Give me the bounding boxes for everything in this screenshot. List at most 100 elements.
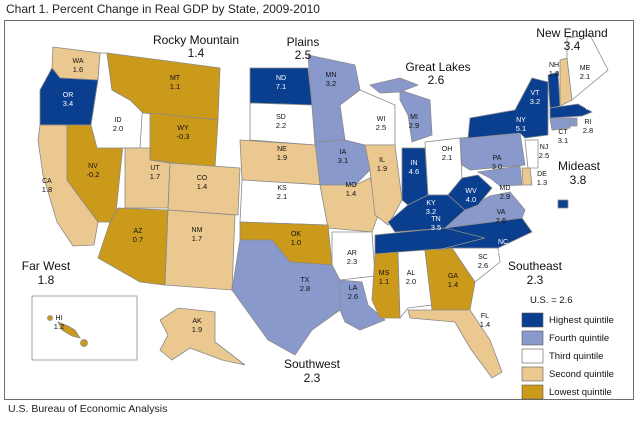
legend-label-second: Second quintile [549,369,614,380]
state-MA [549,103,593,119]
state-value-ok: 1.0 [291,238,301,247]
state-value-mi: 2.9 [409,121,419,130]
state-label-ky: KY [426,200,436,207]
state-value-ga: 1.4 [448,280,458,289]
state-value-ct: 3.1 [558,136,568,145]
state-labels: WA1.6OR3.4CA1.8NV-0.2ID2.0MT1.1WY-0.3UT1… [42,58,597,334]
legend-swatch-second [521,366,544,382]
state-value-nc: 3.4 [498,246,508,255]
state-value-ut: 1.7 [150,172,160,181]
state-value-ar: 2.3 [347,257,357,266]
state-value-pa: 3.0 [492,162,502,171]
region-value-new-england: 3.4 [564,39,581,53]
legend-swatch-highest [521,312,544,328]
legend-swatch-lowest [521,384,544,400]
state-value-oh: 2.1 [442,153,452,162]
legend-label-fourth: Fourth quintile [549,333,609,344]
state-value-wa: 1.6 [73,65,83,74]
state-label-ak: AK [192,318,202,325]
state-AR [331,231,376,281]
state-label-ia: IA [340,149,347,156]
region-name-southwest: Southwest [284,357,341,371]
state-label-nj: NJ [540,144,549,151]
state-label-mn: MN [326,72,337,79]
state-label-wa: WA [72,58,83,65]
legend: U.S. = 2.6 Highest quintile Fourth quint… [521,295,614,400]
state-value-ca: 1.8 [42,185,52,194]
state-value-ky: 3.2 [426,207,436,216]
state-MS [371,251,401,319]
state-value-mo: 1.4 [346,189,356,198]
state-value-nh: 1.3 [549,69,559,78]
legend-label-third: Third quintile [549,351,603,362]
state-value-nm: 1.7 [192,234,202,243]
state-WV [447,174,493,211]
state-DE [521,167,533,186]
legend-us-average: U.S. = 2.6 [530,295,573,306]
state-value-mn: 3.2 [326,79,336,88]
state-label-wv: WV [465,188,477,195]
state-label-ms: MS [379,270,390,277]
state-label-ne: NE [277,146,287,153]
state-RI [569,117,578,127]
state-label-wi: WI [377,116,386,123]
state-label-me: ME [580,65,591,72]
state-CT [549,117,571,131]
chart-title: Chart 1. Percent Change in Real GDP by S… [6,2,320,16]
state-label-mt: MT [170,75,181,82]
state-label-mi: MI [410,114,418,121]
state-value-me: 2.1 [580,72,590,81]
region-value-far-west: 1.8 [38,273,55,287]
state-value-hi: 1.2 [54,322,64,331]
state-label-ri: RI [585,119,592,126]
legend-swatch-third [521,348,544,364]
state-label-pa: PA [493,155,502,162]
state-label-fl: FL [481,313,489,320]
state-value-ri: 2.8 [583,126,593,135]
region-name-great-lakes: Great Lakes [405,60,470,74]
state-HI-isle2 [80,339,88,347]
state-NY [467,77,549,139]
state-value-wi: 2.5 [376,123,386,132]
state-label-ok: OK [291,231,301,238]
state-value-tx: 2.8 [300,284,310,293]
state-label-nd: ND [276,75,286,82]
source-note: U.S. Bureau of Economic Analysis [8,403,168,415]
state-label-nv: NV [88,163,98,170]
state-label-va: VA [497,209,506,216]
state-value-mt: 1.1 [170,82,180,91]
state-label-oh: OH [442,146,453,153]
state-label-al: AL [407,270,416,277]
state-label-de: DE [537,171,547,178]
state-label-md: MD [500,185,511,192]
state-value-al: 2.0 [406,277,416,286]
state-label-dc: DC [581,206,591,213]
state-value-co: 1.4 [197,182,207,191]
state-value-nj: 2.5 [539,151,549,160]
region-value-rocky-mountain: 1.4 [188,46,205,60]
state-label-ct: CT [558,129,568,136]
state-value-fl: 1.4 [480,320,490,329]
region-value-southeast: 2.3 [527,273,544,287]
state-label-wy: WY [177,125,189,132]
state-label-ny: NY [516,117,526,124]
state-value-md: 2.9 [500,192,510,201]
region-name-new-england: New England [536,26,607,40]
legend-label-highest: Highest quintile [549,315,614,326]
state-value-sc: 2.6 [478,261,488,270]
state-IL [364,144,403,226]
state-label-vt: VT [531,90,541,97]
state-label-or: OR [63,92,74,99]
state-label-in: IN [411,160,418,167]
state-AL [397,249,433,320]
state-label-tn: TN [431,216,440,223]
state-FL [407,309,503,379]
region-value-mideast: 3.8 [570,173,587,187]
state-value-ak: 1.9 [192,325,202,334]
state-DC [557,199,569,209]
region-name-southeast: Southeast [508,259,563,273]
state-NJ [524,139,539,169]
state-value-ne: 1.9 [277,153,287,162]
state-MI [399,89,433,143]
